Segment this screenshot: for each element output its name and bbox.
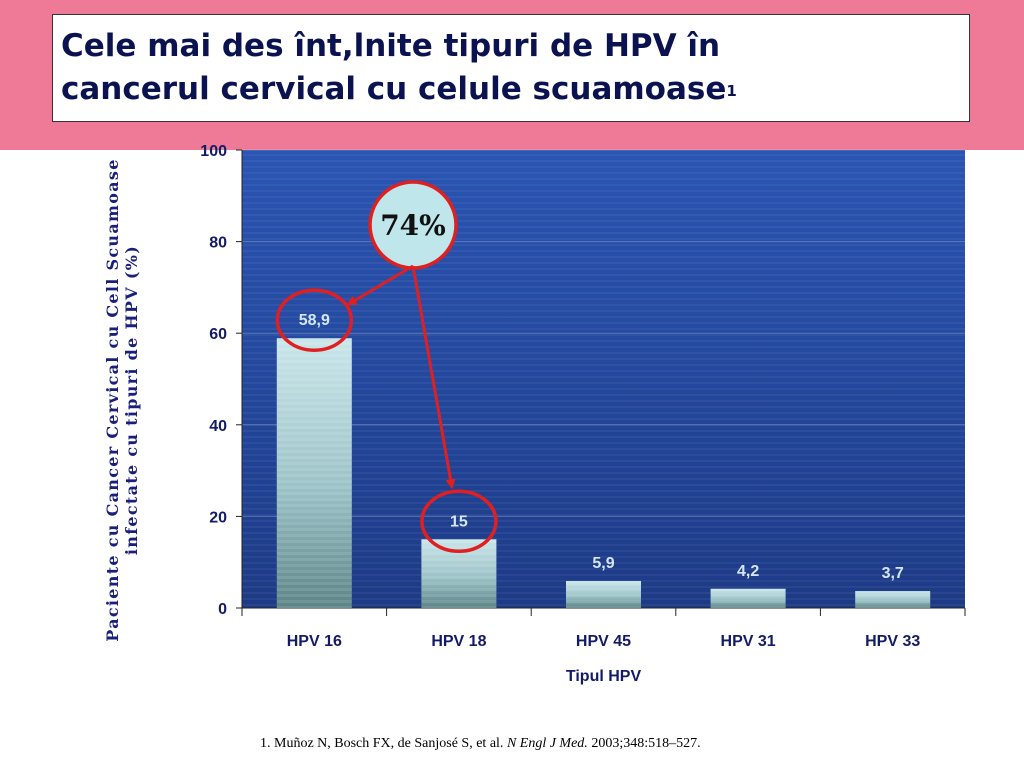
y-tick-label: 80 [209, 235, 227, 252]
y-tick-label: 100 [200, 143, 227, 160]
x-tick-label: HPV 45 [576, 633, 631, 650]
data-label: 4,2 [737, 563, 759, 580]
x-tick-label: HPV 18 [431, 633, 486, 650]
bar-texture [855, 591, 931, 608]
plot-area [242, 150, 965, 608]
y-tick-label: 40 [209, 418, 227, 435]
x-tick-label: HPV 16 [287, 633, 342, 650]
x-axis-title: Tipul HPV [566, 668, 642, 685]
bar-texture [276, 338, 352, 608]
callout-arrow [346, 264, 414, 306]
callout-arrow [411, 265, 456, 490]
footnote-journal: N Engl J Med. [506, 736, 588, 751]
data-label: 58,9 [299, 312, 330, 329]
data-label: 15 [450, 513, 468, 530]
bar-texture [566, 580, 641, 608]
title-line-1: Cele mai des înt,lnite tipuri de HPV în [61, 28, 721, 64]
bar-texture [710, 588, 786, 608]
title-line-2: cancerul cervical cu celule scuamoase [61, 71, 727, 107]
callout-label: 74% [380, 209, 446, 242]
reference-footnote: 1. Muñoz N, Bosch FX, de Sanjosé S, et a… [260, 736, 701, 752]
x-tick-label: HPV 33 [865, 633, 920, 650]
highlight-circle [275, 288, 354, 352]
slide-title: Cele mai des înt,lnite tipuri de HPV în … [61, 25, 961, 111]
footnote-authors: 1. Muñoz N, Bosch FX, de Sanjosé S, et a… [260, 736, 504, 751]
highlight-circle [420, 489, 498, 554]
data-label: 5,9 [592, 555, 614, 572]
footnote-details: 2003;348:518–527. [591, 736, 701, 751]
y-tick-label: 20 [209, 509, 227, 526]
x-tick-label: HPV 31 [721, 633, 776, 650]
title-footnote-marker: 1 [726, 82, 737, 100]
y-tick-label: 60 [209, 326, 227, 343]
y-tick-label: 0 [218, 601, 227, 618]
data-label: 3,7 [882, 565, 904, 582]
title-box: Cele mai des înt,lnite tipuri de HPV în … [52, 14, 970, 122]
